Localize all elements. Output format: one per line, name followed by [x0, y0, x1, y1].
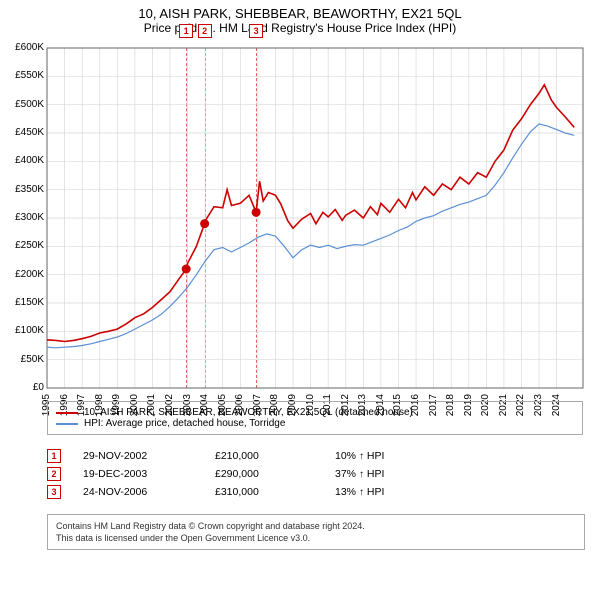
event-marker: 1: [47, 449, 61, 463]
legend-label: HPI: Average price, detached house, Torr…: [84, 418, 285, 429]
footer-line: Contains HM Land Registry data © Crown c…: [56, 520, 576, 532]
event-date: 29-NOV-2002: [83, 450, 215, 462]
chart-title: 10, AISH PARK, SHEBBEAR, BEAWORTHY, EX21…: [0, 0, 600, 21]
chart-subtitle: Price paid vs. HM Land Registry's House …: [0, 21, 600, 35]
y-axis-label: £350K: [15, 185, 44, 195]
y-axis-label: £400K: [15, 156, 44, 166]
event-date: 24-NOV-2006: [83, 486, 215, 498]
legend-item-property: 10, AISH PARK, SHEBBEAR, BEAWORTHY, EX21…: [56, 407, 574, 418]
event-date: 19-DEC-2003: [83, 468, 215, 480]
y-axis-label: £0: [33, 383, 44, 393]
y-axis-label: £600K: [15, 43, 44, 53]
event-pct: 13% ↑ HPI: [335, 486, 587, 498]
legend-label: 10, AISH PARK, SHEBBEAR, BEAWORTHY, EX21…: [84, 407, 413, 418]
event-price: £290,000: [215, 468, 335, 480]
event-row: 3 24-NOV-2006£310,00013% ↑ HPI: [47, 483, 587, 501]
y-axis-label: £50K: [21, 355, 44, 365]
transaction-events: 1 29-NOV-2002£210,00010% ↑ HPI 2 19-DEC-200…: [47, 447, 587, 501]
event-pct: 37% ↑ HPI: [335, 468, 587, 480]
event-pct: 10% ↑ HPI: [335, 450, 587, 462]
event-price: £210,000: [215, 450, 335, 462]
y-axis-label: £450K: [15, 128, 44, 138]
attribution-footer: Contains HM Land Registry data © Crown c…: [47, 514, 585, 550]
sale-marker-box: 1: [179, 24, 193, 38]
sale-marker-box: 2: [198, 24, 212, 38]
event-marker: 3: [47, 485, 61, 499]
event-marker: 2: [47, 467, 61, 481]
event-row: 1 29-NOV-2002£210,00010% ↑ HPI: [47, 447, 587, 465]
price-vs-hpi-chart: { "title": "10, AISH PARK, SHEBBEAR, BEA…: [0, 0, 600, 590]
footer-line: This data is licensed under the Open Gov…: [56, 532, 576, 544]
legend: 10, AISH PARK, SHEBBEAR, BEAWORTHY, EX21…: [47, 401, 583, 435]
plot-area: £0£50K£100K£150K£200K£250K£300K£350K£400…: [47, 48, 583, 388]
y-axis-label: £250K: [15, 241, 44, 251]
legend-item-hpi: HPI: Average price, detached house, Torr…: [56, 418, 574, 429]
event-price: £310,000: [215, 486, 335, 498]
y-axis-label: £550K: [15, 71, 44, 81]
y-axis-label: £300K: [15, 213, 44, 223]
y-axis-label: £100K: [15, 326, 44, 336]
sale-marker-box: 3: [249, 24, 263, 38]
y-axis-label: £500K: [15, 100, 44, 110]
y-axis-label: £150K: [15, 298, 44, 308]
event-row: 2 19-DEC-2003£290,00037% ↑ HPI: [47, 465, 587, 483]
y-axis-label: £200K: [15, 270, 44, 280]
